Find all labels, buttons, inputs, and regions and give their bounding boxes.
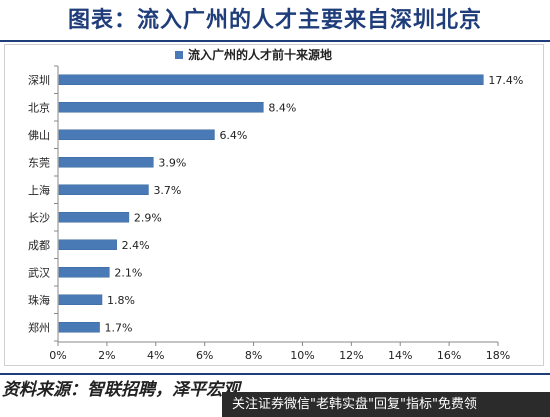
x-tick-label: 4% bbox=[147, 349, 164, 362]
category-label: 长沙 bbox=[28, 211, 50, 224]
chart-frame bbox=[4, 44, 544, 366]
x-tick-label: 0% bbox=[49, 349, 66, 362]
x-tick-label: 6% bbox=[196, 349, 213, 362]
value-label: 1.7% bbox=[105, 321, 133, 334]
bar bbox=[58, 322, 100, 333]
bar bbox=[58, 129, 215, 140]
legend-label: 流入广州的人才前十来源地 bbox=[188, 47, 332, 62]
x-tick-label: 18% bbox=[486, 349, 510, 362]
x-tick-label: 16% bbox=[437, 349, 461, 362]
bar bbox=[58, 157, 154, 168]
value-label: 2.1% bbox=[114, 266, 142, 279]
x-tick-label: 8% bbox=[245, 349, 262, 362]
bar bbox=[58, 102, 264, 113]
category-label: 佛山 bbox=[28, 129, 50, 142]
x-tick-label: 14% bbox=[388, 349, 412, 362]
bar bbox=[58, 74, 484, 85]
bar bbox=[58, 239, 117, 250]
category-label: 珠海 bbox=[28, 293, 50, 307]
bar bbox=[58, 212, 130, 223]
x-tick-label: 10% bbox=[290, 349, 314, 362]
legend-swatch bbox=[175, 51, 183, 59]
category-label: 武汉 bbox=[28, 266, 50, 279]
x-tick-label: 12% bbox=[339, 349, 363, 362]
category-label: 成都 bbox=[28, 239, 50, 252]
bar bbox=[58, 184, 149, 195]
value-label: 1.8% bbox=[107, 294, 135, 307]
source-note: 资料来源：智联招聘，泽平宏观 bbox=[2, 380, 240, 400]
title-divider bbox=[0, 40, 550, 42]
bar bbox=[58, 267, 110, 278]
source-divider bbox=[0, 373, 550, 375]
category-label: 北京 bbox=[28, 100, 50, 114]
bar bbox=[58, 294, 103, 305]
page-title: 图表：流入广州的人才主要来自深圳北京 bbox=[67, 7, 482, 33]
value-label: 2.9% bbox=[134, 211, 162, 224]
value-label: 8.4% bbox=[268, 101, 296, 114]
category-label: 深圳 bbox=[28, 74, 50, 87]
category-label: 郑州 bbox=[28, 320, 50, 334]
chart-legend: 流入广州的人才前十来源地 bbox=[175, 47, 332, 62]
value-label: 6.4% bbox=[219, 129, 247, 142]
category-label: 上海 bbox=[28, 183, 50, 197]
value-label: 2.4% bbox=[122, 239, 150, 252]
value-label: 17.4% bbox=[488, 74, 523, 87]
footer-banner: 关注证券微信"老韩实盘"回复"指标"免费领 bbox=[222, 392, 550, 417]
value-label: 3.7% bbox=[153, 184, 181, 197]
x-tick-label: 2% bbox=[98, 349, 115, 362]
category-label: 东莞 bbox=[28, 156, 50, 169]
value-label: 3.9% bbox=[158, 156, 186, 169]
